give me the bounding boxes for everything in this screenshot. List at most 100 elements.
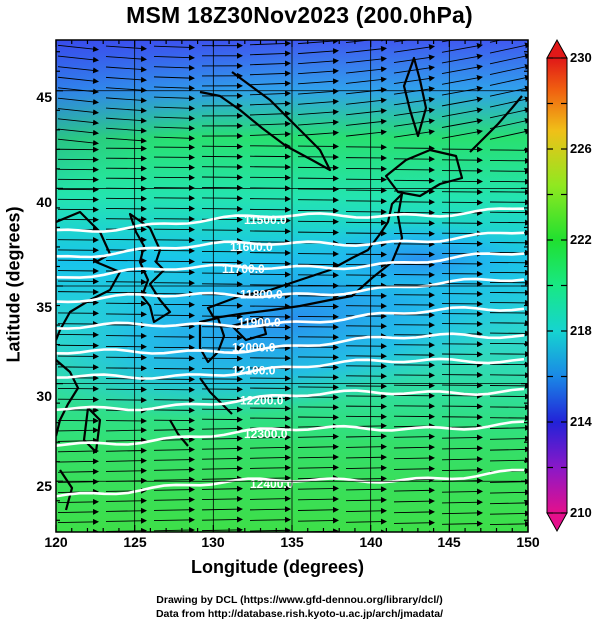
wind-arrow xyxy=(153,426,195,433)
wind-arrow xyxy=(441,434,483,441)
wind-arrow xyxy=(393,96,435,106)
wind-arrow xyxy=(153,54,195,61)
wind-arrow xyxy=(105,497,147,504)
wind-arrow xyxy=(105,56,147,63)
wind-arrow xyxy=(441,75,483,85)
wind-arrow xyxy=(249,464,291,471)
wind-arrow xyxy=(345,45,387,54)
wind-arrow xyxy=(105,117,147,124)
wind-arrow xyxy=(441,118,483,128)
wind-arrow xyxy=(57,518,99,525)
wind-arrow xyxy=(297,78,339,85)
wind-arrow xyxy=(297,58,339,65)
wind-arrow xyxy=(201,425,243,432)
wind-arrow xyxy=(489,520,528,527)
wind-arrow xyxy=(489,489,528,496)
colorbar-tick-label: 214 xyxy=(570,414,592,429)
y-tick-label: 25 xyxy=(36,478,52,494)
wind-arrow xyxy=(297,433,339,440)
height-contour-label: 11800.0 xyxy=(240,287,283,301)
wind-arrow xyxy=(153,506,195,513)
wind-arrow xyxy=(297,98,339,105)
colorbar-top-triangle xyxy=(546,38,568,59)
wind-arrow xyxy=(345,518,387,525)
wind-arrow xyxy=(345,76,387,84)
wind-arrow xyxy=(441,466,483,473)
wind-arrow xyxy=(153,125,195,132)
wind-arrow xyxy=(393,444,435,451)
colorbar-tick-label: 222 xyxy=(570,232,592,247)
x-tick-label: 135 xyxy=(280,534,304,550)
coastline-segment xyxy=(230,316,268,342)
coastline-segment xyxy=(82,406,102,454)
wind-arrow xyxy=(105,427,147,434)
wind-arrow xyxy=(105,437,147,444)
wind-arrow xyxy=(489,499,528,506)
wind-arrow xyxy=(57,448,99,455)
wind-arrow xyxy=(297,443,339,450)
wind-arrow xyxy=(57,87,99,95)
y-axis-label: Latitude (degrees) xyxy=(3,206,24,363)
wind-arrow xyxy=(441,445,483,452)
credit-drawing: Drawing by DCL (https://www.gfd-dennou.o… xyxy=(156,594,443,606)
wind-arrow xyxy=(393,465,435,472)
y-tick-label: 45 xyxy=(36,89,52,105)
coastline-segment xyxy=(469,95,523,153)
wind-arrow xyxy=(297,40,339,45)
x-tick-label: 120 xyxy=(44,534,68,550)
wind-arrow xyxy=(345,129,387,137)
wind-arrow xyxy=(153,446,195,453)
wind-arrow xyxy=(105,97,147,104)
wind-arrow xyxy=(345,497,387,504)
height-contour-label: 12000.0 xyxy=(232,341,276,355)
wind-arrow xyxy=(201,435,243,442)
wind-arrow xyxy=(249,485,291,492)
y-tick-label: 40 xyxy=(36,194,52,210)
wind-arrow xyxy=(249,60,291,67)
wind-arrow xyxy=(489,118,528,130)
wind-arrow xyxy=(153,456,195,463)
coastline-segment xyxy=(169,419,189,447)
wind-arrow xyxy=(297,496,339,503)
frame-ticks xyxy=(55,40,529,532)
wind-arrow xyxy=(393,64,435,74)
wind-arrow xyxy=(297,485,339,492)
wind-arrow xyxy=(57,427,99,434)
height-contour-line xyxy=(56,277,525,304)
wind-arrow xyxy=(249,506,291,513)
wind-arrow xyxy=(105,137,147,144)
wind-arrow xyxy=(345,443,387,450)
wind-arrow xyxy=(393,487,435,494)
wind-arrow xyxy=(105,127,147,134)
wind-arrow xyxy=(249,80,291,87)
wind-arrow xyxy=(441,499,483,506)
wind-arrow xyxy=(57,97,99,105)
wind-arrow xyxy=(57,118,99,126)
height-contour-label: 11700.0 xyxy=(222,262,265,276)
wind-arrow xyxy=(201,475,243,482)
wind-arrow xyxy=(249,100,291,107)
wind-arrow xyxy=(489,457,528,464)
wind-arrow xyxy=(57,468,99,475)
wind-arrow xyxy=(489,64,528,76)
wind-arrow xyxy=(105,107,147,114)
wind-arrow xyxy=(201,485,243,492)
wind-arrow xyxy=(441,43,483,53)
coastline-segment xyxy=(384,148,464,198)
coastline-segment xyxy=(402,56,428,138)
wind-arrow xyxy=(105,45,147,52)
wind-arrow xyxy=(441,128,483,139)
wind-arrow xyxy=(441,85,483,96)
wind-arrow xyxy=(153,476,195,483)
wind-arrow xyxy=(249,495,291,502)
colorbar-tick-label: 226 xyxy=(570,141,592,156)
colorbar-tick-label: 230 xyxy=(570,50,592,65)
colorbar xyxy=(546,38,568,533)
height-contours: 11500.0 11600.0 11700.0 11800.0 11900.0 12000… xyxy=(56,207,525,498)
wind-arrow xyxy=(393,107,435,117)
colorbar-tick-label: 210 xyxy=(570,505,592,520)
wind-arrow xyxy=(57,44,99,53)
wind-arrow xyxy=(441,456,483,463)
height-contour-line xyxy=(56,231,525,259)
